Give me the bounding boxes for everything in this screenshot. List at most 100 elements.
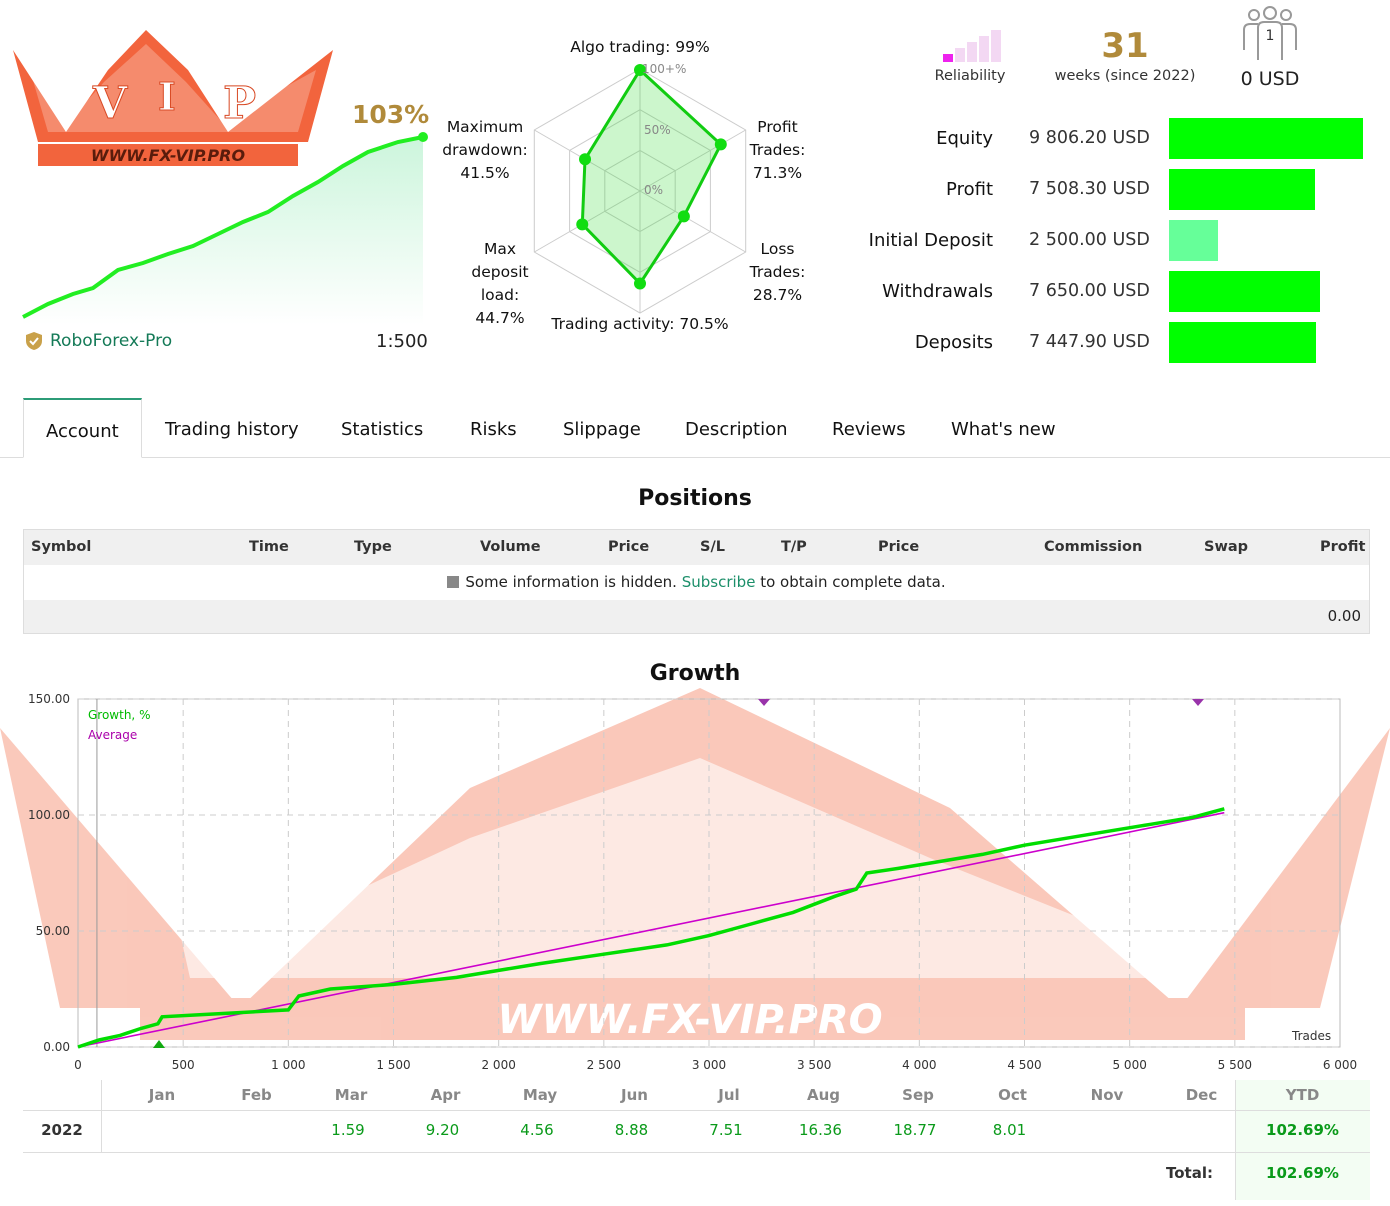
marker-triangle-top-1	[758, 699, 770, 706]
col-price-current[interactable]: Price	[878, 539, 920, 555]
logo-letter-p: P	[223, 78, 256, 129]
subscribers: 1 0 USD	[1230, 6, 1310, 90]
tab-trading-history[interactable]: Trading history	[165, 419, 299, 440]
tab-statistics[interactable]: Statistics	[341, 419, 424, 440]
radar-point-1	[714, 138, 727, 151]
logo-letter-v: V	[92, 78, 128, 129]
month-value-aug[interactable]: 16.36	[799, 1121, 842, 1139]
radar-chart: 100+% 50% 0% Algo trading: 99% Profit Tra…	[430, 36, 860, 336]
stat-bar	[1169, 168, 1315, 210]
total-value: 102.69%	[1266, 1164, 1339, 1182]
tab-reviews[interactable]: Reviews	[832, 419, 906, 440]
month-header-sep: Sep	[902, 1086, 934, 1104]
month-value-mar[interactable]: 1.59	[331, 1121, 365, 1139]
month-value-apr[interactable]: 9.20	[425, 1121, 460, 1139]
mini-growth-chart	[22, 132, 428, 325]
growth-chart: WWW.FX-VIP.PRO 150.00 100.00 50.00 0.00 0 50…	[0, 688, 1390, 1072]
ytd-header: YTD	[1285, 1086, 1320, 1104]
fx-vip-logo: V I P WWW.FX-VIP.PRO	[13, 30, 333, 166]
reliability-bars-icon	[943, 30, 1001, 62]
hidden-info-row: Some information is hidden. Subscribe to…	[24, 565, 1369, 600]
y-tick-label: 150.00	[28, 692, 70, 706]
col-type[interactable]: Type	[354, 539, 392, 555]
month-value-sep[interactable]: 18.77	[893, 1121, 937, 1139]
month-header-aug: Aug	[806, 1086, 841, 1104]
stat-bar	[1169, 321, 1316, 363]
x-tick-label: 1 000	[271, 1058, 305, 1072]
month-header-apr: Apr	[430, 1086, 461, 1104]
stat-value: 7 650.00 USD	[1029, 281, 1150, 301]
stat-bar	[1169, 117, 1363, 159]
radar-label-algo: Algo trading: 99%	[570, 38, 710, 56]
month-header-dec: Dec	[1185, 1086, 1218, 1104]
tab-risks[interactable]: Risks	[470, 419, 517, 440]
reliability-bar	[979, 36, 989, 62]
tab-slippage[interactable]: Slippage	[563, 419, 641, 440]
tab-description[interactable]: Description	[685, 419, 788, 440]
marker-triangle-top-2	[1192, 699, 1204, 706]
x-tick-label: 1 500	[376, 1058, 410, 1072]
growth-title: Growth	[649, 661, 741, 686]
stat-value: 7 508.30 USD	[1029, 179, 1150, 199]
col-symbol[interactable]: Symbol	[31, 539, 92, 555]
stat-label: Deposits	[914, 331, 993, 353]
tab-account[interactable]: Account	[23, 398, 142, 458]
shield-check-icon	[26, 332, 42, 350]
watermark: WWW.FX-VIP.PRO	[0, 688, 1390, 1043]
month-header-feb: Feb	[241, 1086, 272, 1104]
stat-label: Equity	[936, 127, 993, 149]
broker-name[interactable]: RoboForex-Pro	[50, 331, 173, 351]
logo-letter-i: I	[158, 74, 176, 119]
tab-whats-new[interactable]: What's new	[951, 419, 1056, 440]
col-price[interactable]: Price	[608, 539, 650, 555]
stat-value: 2 500.00 USD	[1029, 230, 1150, 250]
radar-points	[576, 64, 727, 290]
mini-growth-area	[23, 137, 423, 325]
month-header-may: May	[522, 1086, 558, 1104]
stat-bar	[1169, 270, 1320, 312]
ytd-value: 102.69%	[1266, 1121, 1339, 1139]
reliability-label: Reliability	[934, 68, 1006, 84]
month-value-may[interactable]: 4.56	[520, 1121, 554, 1139]
leverage: 1:500	[376, 331, 428, 352]
growth-x-axis: 0 500 1 000 1 500 2 000 2 500 3 000 3 500 4 000 4…	[74, 1058, 1357, 1072]
hidden-info-text: Some information is hidden.	[465, 573, 677, 591]
subscribe-link[interactable]: Subscribe	[681, 573, 756, 591]
col-commission[interactable]: Commission	[1044, 539, 1143, 555]
month-header-oct: Oct	[998, 1086, 1027, 1104]
stat-label: Profit	[946, 178, 993, 200]
stat-profit: Profit 7 508.30 USD	[850, 168, 1380, 210]
radar-point-4	[576, 218, 589, 231]
reliability-bar	[943, 54, 953, 62]
radar-point-2	[677, 210, 690, 223]
x-tick-label: 500	[172, 1058, 195, 1072]
year-label: 2022	[41, 1121, 83, 1139]
average-line	[77, 811, 1225, 1048]
month-header-jun: Jun	[621, 1086, 648, 1104]
stat-deposits: Deposits 7 447.90 USD	[850, 321, 1380, 363]
stat-label: Initial Deposit	[868, 229, 993, 251]
col-volume[interactable]: Volume	[480, 539, 541, 555]
stat-value: 9 806.20 USD	[1029, 128, 1150, 148]
positions-title: Positions	[638, 486, 752, 511]
col-swap[interactable]: Swap	[1204, 539, 1249, 555]
month-value-jun[interactable]: 8.88	[614, 1121, 649, 1139]
reliability-bar	[955, 48, 965, 62]
growth-percent: 103%	[352, 100, 430, 129]
month-value-jul[interactable]: 7.51	[709, 1121, 743, 1139]
reliability: Reliability	[925, 28, 1015, 84]
positions-header: Symbol Time Type Volume Price S/L T/P Pr…	[24, 530, 1369, 565]
col-tp[interactable]: T/P	[781, 539, 807, 555]
month-value-oct[interactable]: 8.01	[992, 1121, 1027, 1139]
col-time[interactable]: Time	[249, 539, 289, 555]
watermark-url: WWW.FX-VIP.PRO	[497, 997, 882, 1043]
radar-point-3	[634, 277, 646, 290]
col-sl[interactable]: S/L	[700, 539, 725, 555]
col-profit[interactable]: Profit	[1320, 539, 1366, 555]
broker[interactable]: RoboForex-Pro	[24, 331, 172, 351]
radar-scale-0: 0%	[644, 183, 663, 197]
stat-initial-deposit: Initial Deposit 2 500.00 USD	[850, 219, 1380, 261]
mini-growth-line	[22, 135, 424, 319]
positions-total: 0.00	[24, 600, 1369, 633]
reliability-bar	[967, 42, 977, 62]
